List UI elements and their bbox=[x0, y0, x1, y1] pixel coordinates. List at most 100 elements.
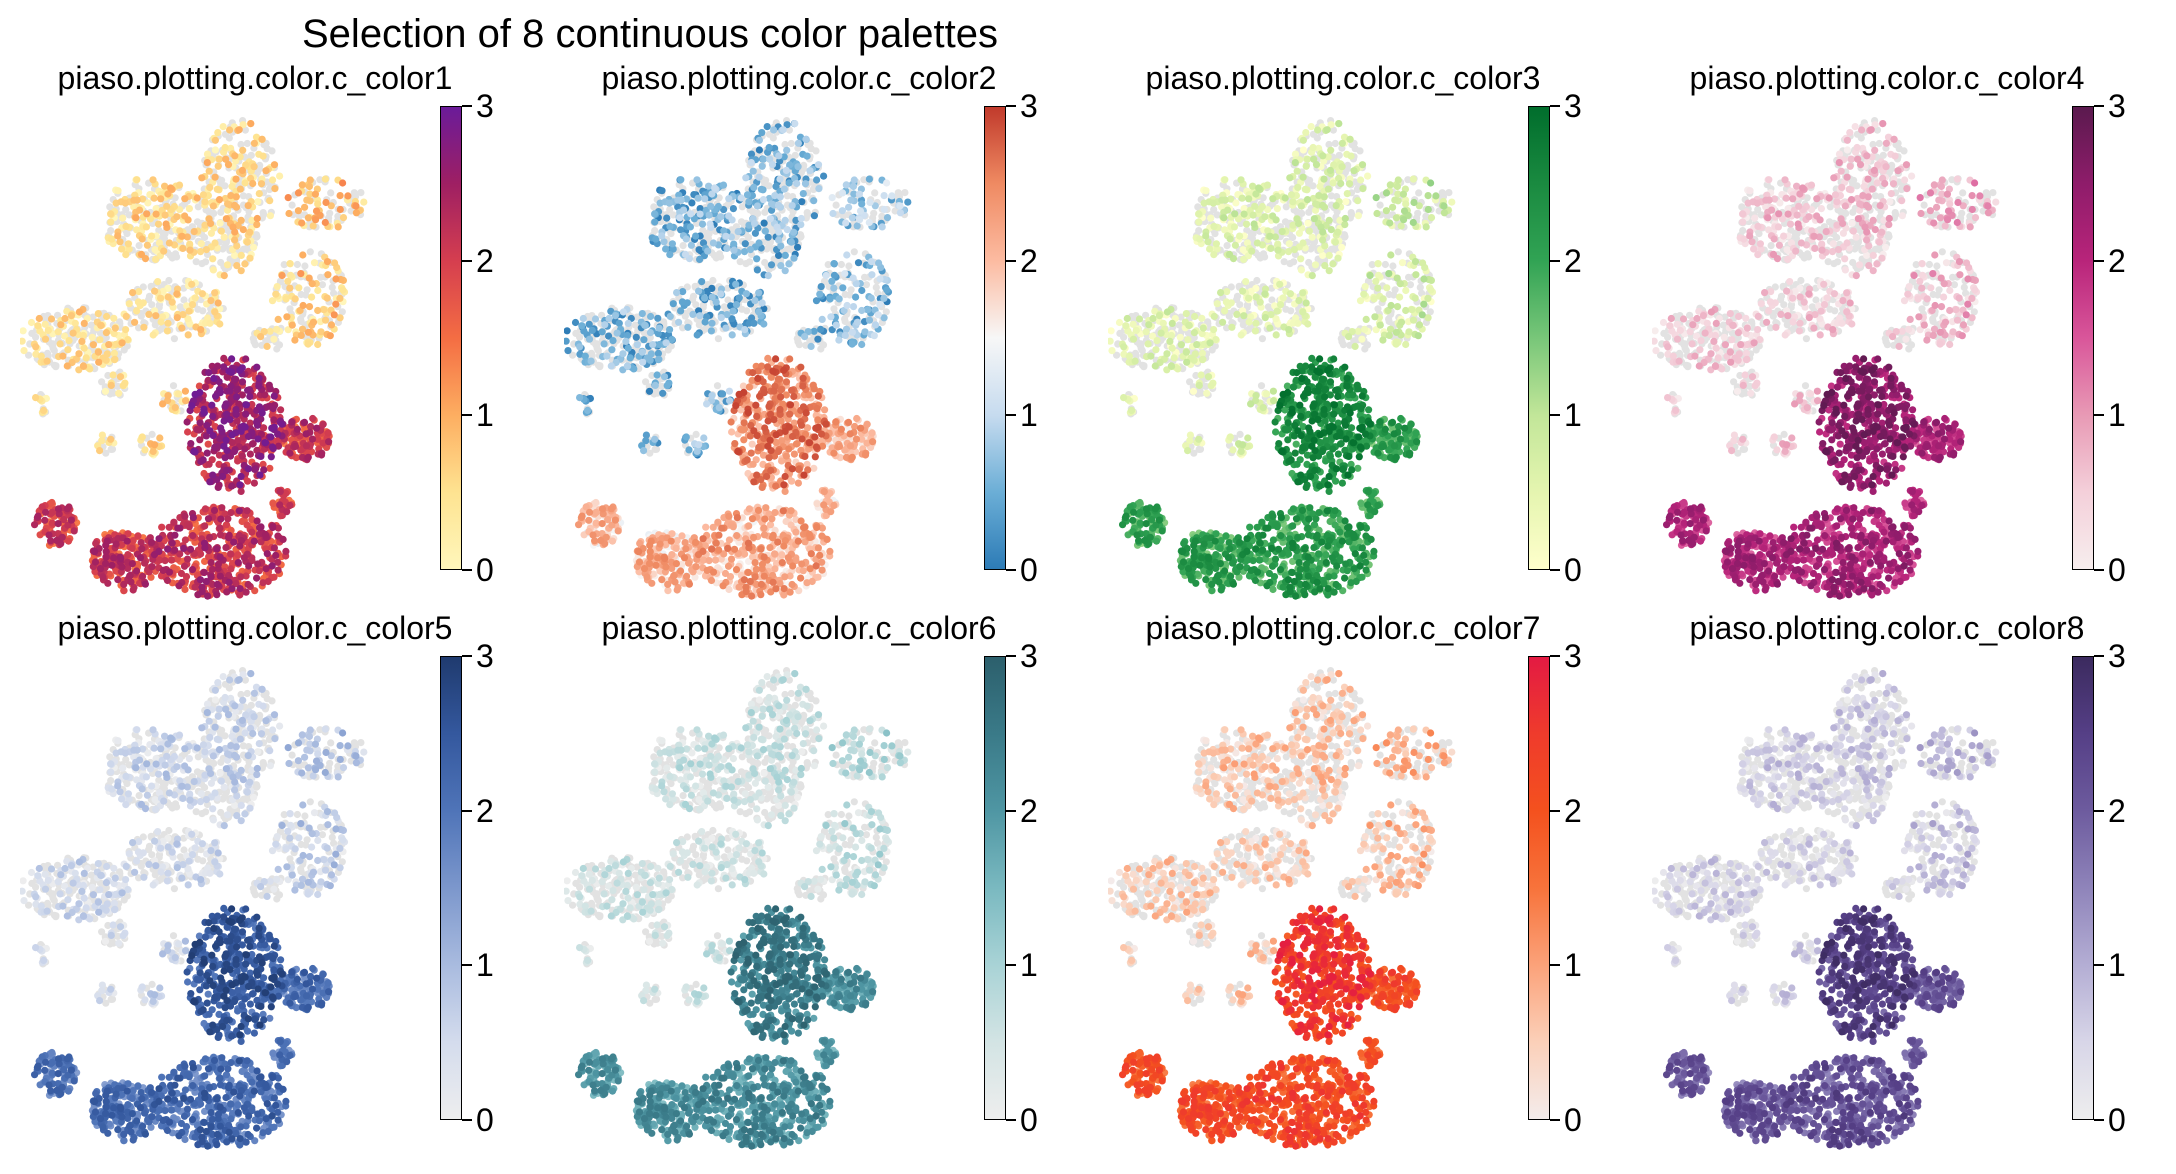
scatter-point bbox=[196, 576, 204, 584]
scatter-point bbox=[696, 205, 704, 213]
scatter-point bbox=[295, 212, 303, 220]
scatter-point bbox=[715, 404, 723, 412]
scatter-point bbox=[829, 209, 837, 218]
scatter-point bbox=[107, 218, 115, 226]
scatter-point bbox=[768, 161, 777, 169]
scatter-point bbox=[308, 280, 316, 288]
scatter-point bbox=[133, 567, 141, 575]
scatter-point bbox=[698, 220, 707, 228]
scatter-point bbox=[626, 354, 634, 362]
scatter-point bbox=[336, 314, 344, 322]
scatter-point bbox=[619, 308, 627, 316]
scatter-point bbox=[95, 358, 103, 366]
scatter-point bbox=[183, 555, 192, 563]
scatter-point bbox=[228, 585, 236, 593]
scatter-point bbox=[613, 329, 621, 337]
scatter-point bbox=[220, 363, 228, 371]
scatter-point bbox=[722, 324, 730, 332]
scatter-point bbox=[813, 176, 821, 184]
scatter-point bbox=[794, 163, 802, 171]
scatter-point bbox=[806, 167, 814, 175]
scatter-point bbox=[677, 307, 685, 315]
scatter-point bbox=[273, 283, 281, 291]
scatter-point bbox=[826, 295, 834, 303]
scatter-point bbox=[228, 438, 236, 447]
scatter-point bbox=[765, 143, 773, 152]
colorbar-tick bbox=[462, 105, 472, 107]
scatter-point bbox=[180, 296, 188, 304]
scatter-point bbox=[161, 211, 169, 219]
scatter-point bbox=[48, 508, 56, 516]
scatter-point bbox=[592, 508, 600, 516]
scatter-point bbox=[787, 139, 795, 148]
scatter-point bbox=[201, 522, 209, 530]
scatter-point bbox=[108, 235, 116, 243]
scatter-point bbox=[820, 488, 828, 496]
scatter-point bbox=[243, 139, 251, 148]
scatter-point bbox=[211, 308, 219, 316]
colorbar-frame bbox=[440, 106, 462, 570]
scatter-point bbox=[239, 245, 247, 253]
chart-panel-2: piaso.plotting.color.c_color2 0 1 2 3 bbox=[544, 58, 1088, 618]
scatter-point bbox=[151, 441, 159, 449]
scatter-point bbox=[801, 180, 810, 188]
scatter-point bbox=[611, 312, 619, 320]
scatter-point bbox=[672, 544, 680, 552]
scatter-point bbox=[98, 431, 106, 439]
scatter-point bbox=[237, 251, 245, 259]
scatter-point bbox=[656, 567, 664, 575]
scatter-point bbox=[308, 293, 316, 301]
scatter-point bbox=[226, 416, 234, 424]
scatter-point bbox=[592, 519, 600, 527]
scatter-point bbox=[786, 572, 794, 580]
scatter-point bbox=[210, 367, 218, 375]
scatter-point bbox=[236, 185, 244, 193]
scatter-point bbox=[222, 436, 230, 444]
scatter-point bbox=[197, 550, 205, 558]
scatter-point bbox=[107, 381, 115, 389]
scatter-point bbox=[286, 305, 294, 313]
scatter-point bbox=[803, 152, 811, 160]
scatter-point bbox=[139, 283, 147, 291]
scatter-point bbox=[266, 385, 274, 393]
scatter-point bbox=[185, 205, 193, 213]
scatter-point bbox=[299, 301, 307, 310]
scatter-point bbox=[297, 446, 305, 454]
scatter-point bbox=[832, 321, 840, 329]
scatter-point bbox=[668, 240, 676, 248]
scatter-point bbox=[679, 242, 687, 250]
scatter-point bbox=[794, 139, 802, 147]
scatter-point bbox=[735, 583, 743, 591]
scatter-point bbox=[211, 443, 219, 451]
scatter-point bbox=[54, 328, 62, 336]
scatter-point bbox=[689, 310, 697, 318]
scatter-point bbox=[209, 266, 217, 274]
scatter-point bbox=[157, 294, 165, 302]
scatter-point bbox=[827, 313, 835, 321]
scatter-point bbox=[262, 565, 270, 573]
scatter-point bbox=[152, 210, 160, 218]
scatter-point bbox=[253, 574, 261, 582]
scatter-point bbox=[786, 161, 794, 169]
scatter-point bbox=[673, 586, 681, 594]
panel-title: piaso.plotting.color.c_color1 bbox=[20, 58, 490, 98]
scatter-point bbox=[218, 504, 226, 512]
scatter-point bbox=[564, 347, 572, 355]
scatter-point bbox=[32, 350, 40, 358]
scatter-point bbox=[781, 216, 789, 224]
scatter-point bbox=[202, 577, 210, 586]
scatter-point bbox=[232, 193, 240, 201]
scatter-point bbox=[169, 382, 178, 390]
scatter-point bbox=[324, 429, 332, 437]
scatter-point bbox=[67, 312, 75, 320]
scatter-point bbox=[709, 276, 717, 285]
scatter-point bbox=[127, 578, 135, 586]
scatter-point bbox=[820, 501, 828, 509]
scatter-point bbox=[336, 205, 344, 214]
scatter-point bbox=[876, 275, 884, 283]
scatter-point bbox=[126, 572, 134, 580]
panel-title: piaso.plotting.color.c_color2 bbox=[564, 58, 1034, 98]
scatter-point bbox=[654, 349, 662, 357]
scatter-point bbox=[780, 185, 788, 193]
scatter-point bbox=[727, 302, 735, 310]
